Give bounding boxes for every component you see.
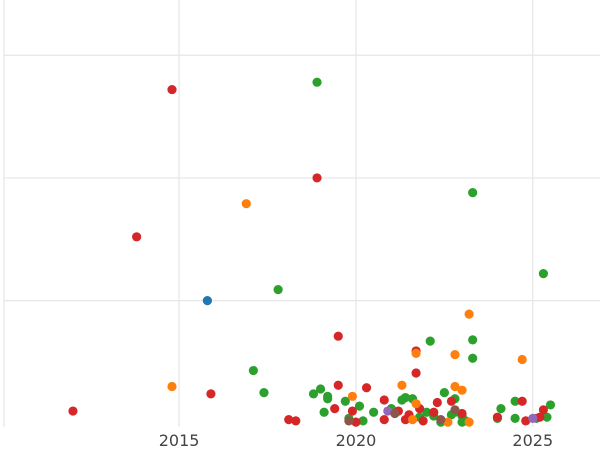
x-tick-label: 2015 — [159, 431, 200, 450]
data-point-orange — [464, 309, 474, 319]
data-point-purple — [383, 406, 393, 416]
data-point-green — [439, 388, 449, 398]
points-layer — [68, 77, 556, 427]
data-point-green — [545, 400, 556, 410]
data-point-orange — [407, 415, 418, 425]
data-point-green — [354, 401, 365, 411]
data-point-red — [492, 412, 503, 422]
data-point-red — [400, 415, 411, 425]
data-point-red — [284, 415, 294, 425]
data-point-orange — [517, 354, 527, 365]
data-point-green — [457, 417, 467, 427]
data-point-orange — [347, 391, 358, 401]
data-point-red — [167, 84, 177, 95]
data-point-red — [457, 408, 467, 419]
data-point-green — [369, 407, 379, 417]
data-point-red — [446, 396, 457, 406]
data-point-green — [312, 77, 322, 87]
data-point-red — [535, 412, 545, 422]
data-point-green — [315, 384, 326, 394]
data-point-red — [432, 397, 442, 408]
data-point-red — [351, 417, 361, 427]
data-point-red — [517, 396, 527, 406]
data-point-orange — [464, 417, 474, 427]
data-point-brown — [344, 416, 354, 426]
data-point-blue — [202, 296, 212, 306]
data-point-red — [347, 406, 358, 416]
data-point-orange — [411, 399, 421, 409]
data-point-orange — [241, 199, 251, 209]
data-point-orange — [167, 381, 177, 392]
x-tick-label: 2025 — [512, 431, 553, 450]
data-point-purple — [528, 413, 538, 424]
data-point-green — [510, 413, 520, 424]
data-point-green — [468, 353, 478, 363]
data-point-red — [312, 173, 322, 183]
data-point-green — [422, 407, 432, 417]
data-point-green — [538, 269, 549, 279]
data-point-green — [273, 284, 283, 295]
data-point-green — [400, 392, 411, 403]
data-point-red — [379, 415, 389, 425]
data-point-brown — [450, 405, 460, 415]
x-tick-labels: 2015 2020 2025 — [159, 431, 553, 450]
data-point-red — [411, 368, 421, 378]
data-point-orange — [450, 381, 460, 392]
data-point-orange — [450, 350, 460, 360]
data-point-green — [510, 396, 520, 406]
data-point-red — [330, 403, 340, 414]
data-point-red — [379, 395, 389, 405]
data-point-red — [429, 407, 439, 417]
data-point-brown — [390, 408, 400, 419]
data-point-orange — [457, 385, 467, 395]
data-point-green — [248, 365, 258, 376]
data-point-green — [323, 394, 333, 404]
x-tick-label: 2020 — [336, 431, 377, 450]
data-point-green — [259, 388, 269, 398]
data-point-red — [132, 232, 142, 242]
data-point-green — [542, 412, 552, 422]
data-point-red — [206, 389, 216, 399]
data-point-orange — [411, 348, 421, 358]
grid-layer — [3, 0, 600, 427]
data-point-green — [319, 407, 329, 417]
data-point-green — [308, 389, 319, 399]
data-point-green — [468, 188, 478, 198]
data-point-orange — [397, 380, 407, 390]
data-point-red — [333, 380, 343, 390]
data-point-red — [291, 416, 301, 426]
data-point-green — [468, 335, 478, 345]
data-point-red — [538, 405, 549, 415]
data-point-red — [361, 383, 372, 393]
data-point-brown — [436, 415, 446, 425]
data-point-red — [418, 416, 428, 426]
data-point-red — [333, 331, 343, 341]
data-point-green — [496, 403, 506, 414]
data-point-green — [425, 336, 435, 346]
data-point-red — [521, 416, 531, 426]
data-point-green — [358, 416, 368, 426]
data-point-orange — [443, 417, 453, 427]
data-point-green — [340, 396, 350, 406]
data-point-red — [68, 406, 78, 416]
